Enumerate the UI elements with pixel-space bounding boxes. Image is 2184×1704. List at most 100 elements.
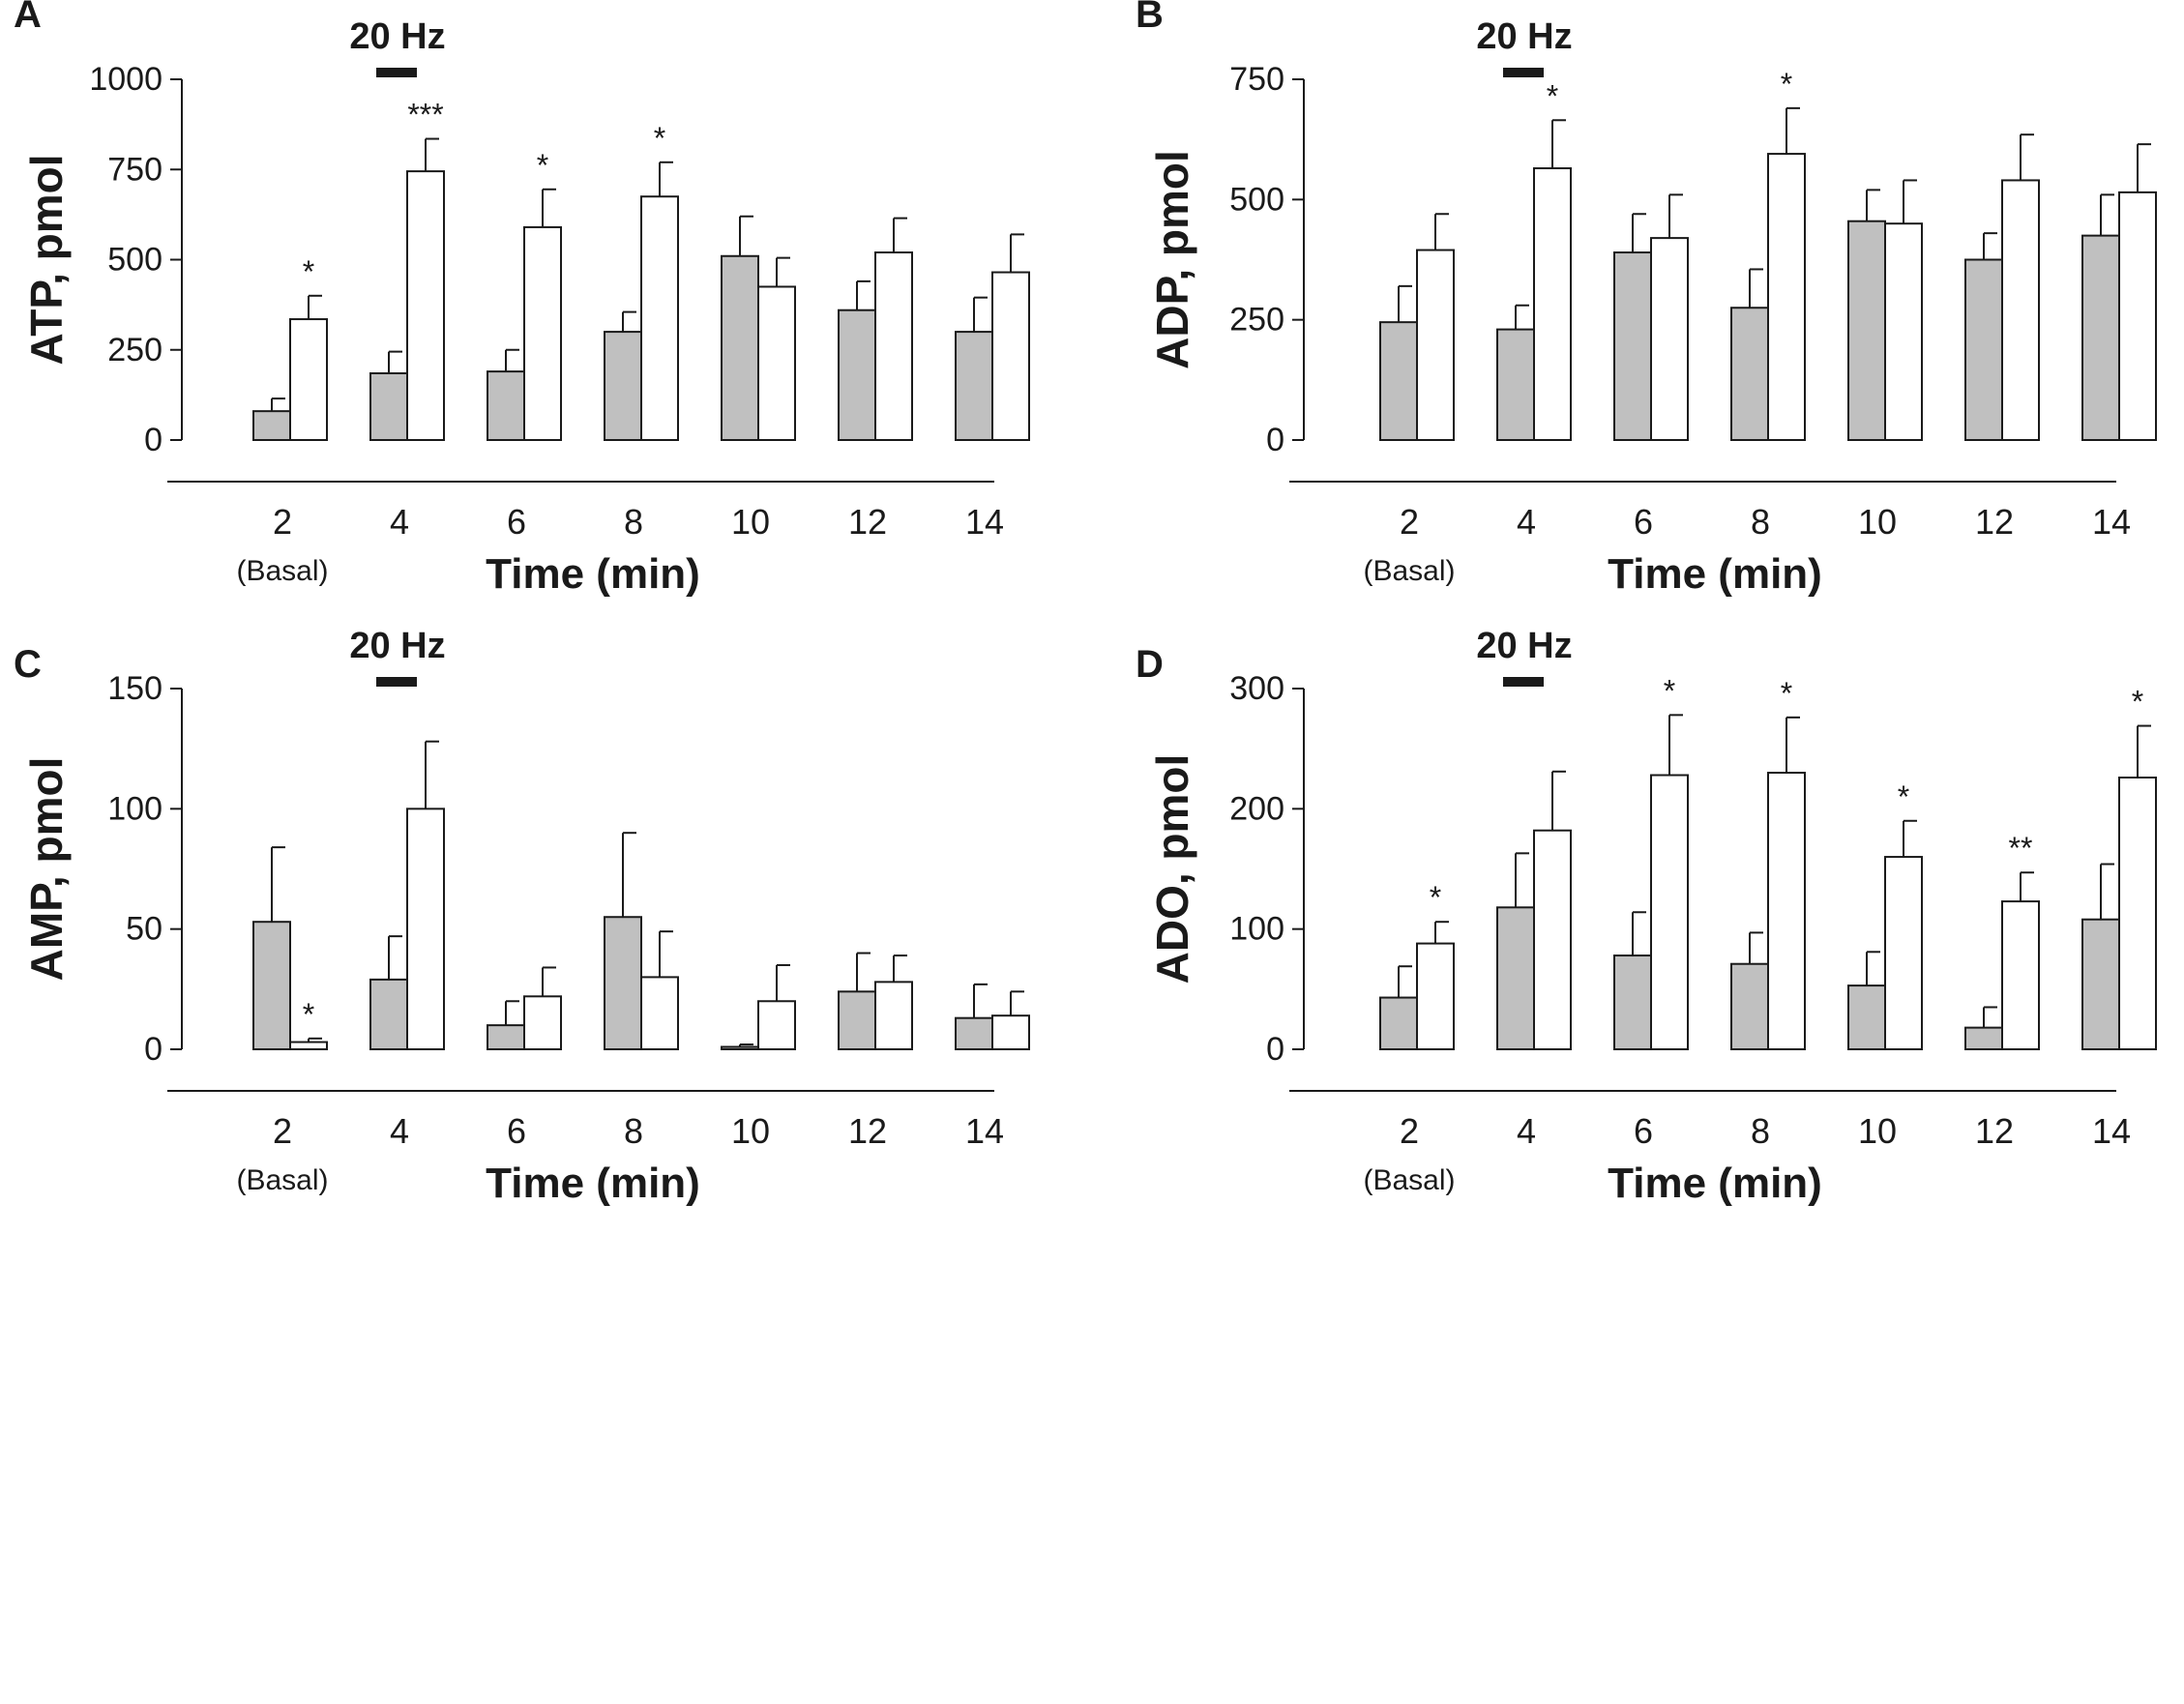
bar-white [874, 981, 913, 1051]
x-tick-label: 2 [1400, 1111, 1419, 1151]
y-tick-label: 0 [144, 422, 162, 458]
stimulus-bar [376, 677, 417, 687]
x-category-note: (Basal) [1363, 1164, 1455, 1196]
bar-gray [955, 331, 993, 442]
x-tick-label: 6 [507, 502, 526, 542]
y-tick-label: 100 [107, 790, 162, 827]
bar-white [1767, 153, 1806, 441]
bar-gray [1613, 955, 1652, 1051]
bar-gray [1496, 906, 1535, 1051]
x-tick-label: 14 [2092, 1111, 2131, 1151]
panel-letter: B [1136, 0, 1164, 36]
x-tick-label: 14 [965, 502, 1004, 542]
panel-b: B 0 250 500 750 ADP, pmol 20 Hz 2 (Basal) * 4 6 * 8 10… [1136, 0, 2157, 598]
x-tick-label: 2 [273, 502, 292, 542]
x-tick-label: 12 [1975, 1111, 2014, 1151]
bar-white [1884, 856, 1923, 1050]
y-tick-label: 150 [107, 670, 162, 707]
stimulus-label: 20 Hz [1476, 16, 1572, 57]
x-tick-label: 6 [1634, 502, 1653, 542]
bar-white [1884, 222, 1923, 441]
significance-marker: * [303, 254, 314, 289]
significance-marker: * [1547, 78, 1558, 113]
bar-white [991, 271, 1030, 441]
significance-marker: * [1781, 67, 1792, 102]
stimulus-label: 20 Hz [349, 626, 445, 666]
x-tick-label: 12 [848, 502, 887, 542]
bar-gray [838, 308, 876, 441]
x-tick-label: 12 [1975, 502, 2014, 542]
stimulus-label: 20 Hz [1476, 626, 1572, 666]
x-tick-label: 4 [1517, 502, 1536, 542]
stimulus-bar [1503, 677, 1544, 687]
bar-white [991, 1014, 1030, 1050]
bar-white [289, 318, 328, 442]
bar-gray [1496, 328, 1535, 442]
y-tick-label: 750 [107, 151, 162, 188]
bar-gray [1379, 996, 1418, 1050]
x-tick-label: 4 [390, 1111, 409, 1151]
y-tick-label: 300 [1229, 670, 1284, 707]
bar-gray [487, 370, 525, 442]
significance-marker: * [1898, 779, 1909, 814]
y-tick-label: 750 [1229, 61, 1284, 98]
x-tick-label: 14 [2092, 502, 2131, 542]
x-tick-label: 8 [1751, 502, 1770, 542]
bar-gray [1847, 984, 1886, 1050]
y-tick-label: 500 [107, 242, 162, 279]
bar-white [1650, 774, 1689, 1051]
panel-c: C 0 50 100 150 AMP, pmol 20 Hz * 2 (Basal) 4 6 8 10 12… [14, 626, 1030, 1207]
y-axis-label: ADP, pmol [1147, 150, 1197, 369]
bar-gray [838, 990, 876, 1050]
bar-gray [1730, 962, 1769, 1050]
bar-gray [721, 1045, 759, 1050]
panel-letter: D [1136, 643, 1164, 686]
bar-gray [487, 1024, 525, 1050]
bar-white [1416, 249, 1455, 442]
bar-gray [252, 410, 291, 442]
significance-marker: ** [2009, 831, 2033, 866]
significance-marker: * [2132, 685, 2143, 720]
y-tick-label: 1000 [89, 61, 162, 98]
y-tick-label: 200 [1229, 790, 1284, 827]
significance-marker: * [537, 148, 548, 183]
bar-gray [1847, 220, 1886, 441]
bar-white [1650, 237, 1689, 441]
significance-marker: * [1781, 676, 1792, 711]
bar-gray [604, 916, 642, 1050]
x-axis-label: Time (min) [486, 550, 700, 598]
y-tick-label: 500 [1229, 181, 1284, 218]
y-tick-label: 0 [144, 1031, 162, 1068]
x-tick-label: 4 [1517, 1111, 1536, 1151]
y-axis-label: ADO, pmol [1147, 754, 1197, 984]
bar-gray [1964, 1026, 2003, 1050]
bar-white [406, 808, 445, 1050]
x-category-note: (Basal) [236, 555, 328, 587]
bar-gray [721, 254, 759, 441]
bar-white [757, 1000, 796, 1051]
bar-white [1416, 942, 1455, 1050]
x-tick-label: 4 [390, 502, 409, 542]
bar-white [2001, 179, 2040, 441]
bar-gray [369, 978, 408, 1050]
significance-marker: * [654, 121, 665, 156]
stimulus-bar [1503, 68, 1544, 77]
x-tick-label: 14 [965, 1111, 1004, 1151]
x-tick-label: 6 [1634, 1111, 1653, 1151]
bar-white [640, 195, 679, 441]
bar-white [1533, 829, 1572, 1050]
significance-marker: *** [407, 98, 443, 132]
stimulus-bar [376, 68, 417, 77]
bar-white [406, 170, 445, 442]
y-tick-label: 100 [1229, 911, 1284, 948]
y-tick-label: 0 [1266, 422, 1284, 458]
x-tick-label: 8 [624, 502, 643, 542]
x-tick-label: 10 [731, 1111, 770, 1151]
bar-white [874, 251, 913, 442]
x-axis-label: Time (min) [1608, 1160, 1822, 1207]
significance-marker: * [1430, 880, 1441, 915]
bar-gray [604, 331, 642, 442]
bar-white [1533, 167, 1572, 442]
bar-gray [369, 371, 408, 441]
bar-white [640, 976, 679, 1051]
